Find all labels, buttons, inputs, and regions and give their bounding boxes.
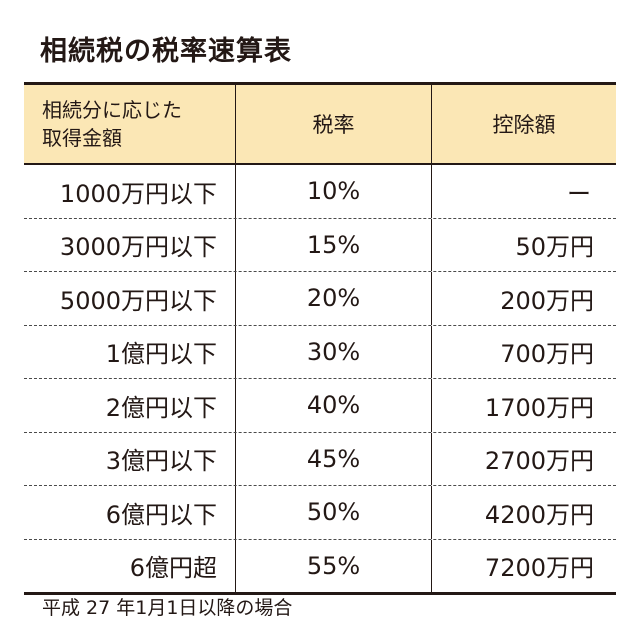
cell-deduction: 2700万円 [484, 447, 594, 476]
cell-deduction: 700万円 [500, 340, 594, 369]
cell-amount: 2億円以下 [24, 379, 236, 432]
cell-rate: 20% [236, 272, 432, 325]
header-acquired-amount: 相続分に応じた 取得金額 [24, 85, 236, 163]
cell-rate: 15% [236, 218, 432, 271]
table-row: 1億円以下 30% 700万円 [24, 325, 616, 379]
table-header-row: 相続分に応じた 取得金額 税率 控除額 [24, 85, 616, 165]
cell-deduction: 50万円 [515, 233, 594, 262]
table-row: 3億円以下 45% 2700万円 [24, 432, 616, 486]
cell-amount: 3億円以下 [24, 432, 236, 485]
table-row: 3000万円以下 15% 50万円 [24, 218, 616, 272]
table-row: 1000万円以下 10% ー [24, 165, 616, 219]
cell-deduction: 7200万円 [484, 554, 594, 583]
cell-rate: 40% [236, 379, 432, 432]
page-title: 相続税の税率速算表 [40, 36, 292, 67]
cell-amount: 5000万円以下 [24, 272, 236, 325]
footnote: 平成 27 年1月1日以降の場合 [42, 597, 293, 619]
cell-amount: 1000万円以下 [24, 165, 236, 218]
table-row: 6億円超 55% 7200万円 [24, 539, 616, 592]
cell-rate: 30% [236, 325, 432, 378]
cell-deduction: ー [567, 179, 591, 208]
header-deduction: 控除額 [492, 113, 556, 137]
table-row: 6億円以下 50% 4200万円 [24, 486, 616, 540]
cell-deduction: 4200万円 [484, 500, 594, 529]
cell-amount: 3000万円以下 [24, 218, 236, 271]
tax-rate-table: 相続分に応じた 取得金額 税率 控除額 1000万円以下 10% ー 3000万… [24, 82, 616, 595]
cell-amount: 1億円以下 [24, 325, 236, 378]
table-row: 5000万円以下 20% 200万円 [24, 272, 616, 326]
header-tax-rate: 税率 [236, 85, 432, 163]
cell-rate: 55% [236, 539, 432, 592]
cell-deduction: 200万円 [500, 286, 594, 315]
cell-rate: 10% [236, 165, 432, 218]
table-row: 2億円以下 40% 1700万円 [24, 379, 616, 433]
cell-rate: 45% [236, 432, 432, 485]
cell-amount: 6億円以下 [24, 486, 236, 539]
cell-rate: 50% [236, 486, 432, 539]
cell-deduction: 1700万円 [484, 393, 594, 422]
cell-amount: 6億円超 [24, 539, 236, 592]
